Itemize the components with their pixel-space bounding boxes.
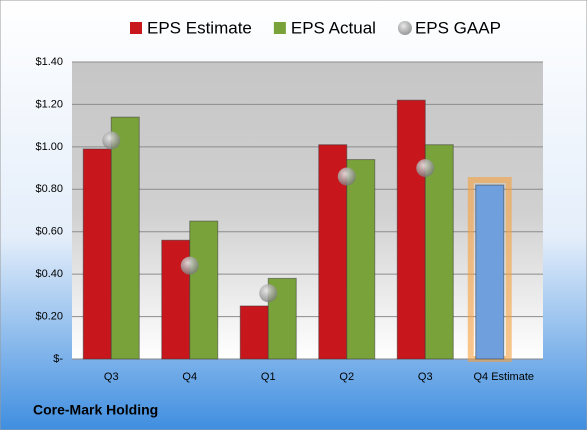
- legend-label: EPS Actual: [291, 18, 376, 37]
- gaap-dot: [337, 167, 356, 186]
- x-tick-label: Q4: [182, 371, 197, 383]
- legend-marker: [397, 21, 412, 35]
- y-tick-label: $0.40: [35, 268, 63, 280]
- bar: [424, 144, 454, 360]
- y-tick-label: $1.00: [35, 141, 63, 153]
- gaap-dot: [416, 159, 435, 178]
- x-tick-label: Q3: [104, 371, 119, 383]
- bar: [110, 116, 140, 360]
- legend-label: EPS Estimate: [147, 18, 252, 37]
- y-tick-label: $-: [53, 353, 63, 365]
- y-tick-label: $0.80: [35, 183, 63, 195]
- legend-marker: [273, 22, 286, 34]
- legend-marker: [130, 22, 142, 34]
- bar: [346, 159, 376, 360]
- x-tick-label: Q2: [339, 371, 354, 383]
- gaap-dot: [180, 256, 199, 275]
- y-tick-label: $0.60: [35, 226, 63, 238]
- x-tick-label: Q4 Estimate: [473, 371, 534, 383]
- bar: [475, 184, 505, 360]
- gaap-dot: [102, 131, 121, 150]
- bar: [189, 220, 219, 360]
- bar: [82, 148, 112, 360]
- legend-label: EPS GAAP: [415, 18, 501, 37]
- bar: [239, 305, 269, 360]
- plot-area: [72, 62, 543, 359]
- x-tick-label: Q3: [418, 371, 433, 383]
- x-tick-label: Q1: [261, 371, 276, 383]
- y-tick-label: $0.20: [35, 310, 63, 322]
- y-tick-label: $1.20: [35, 98, 63, 110]
- y-tick-label: $1.40: [35, 56, 63, 68]
- chart-title: Core-Mark Holding: [33, 402, 158, 418]
- bar: [396, 99, 426, 360]
- gaap-dot: [259, 284, 278, 303]
